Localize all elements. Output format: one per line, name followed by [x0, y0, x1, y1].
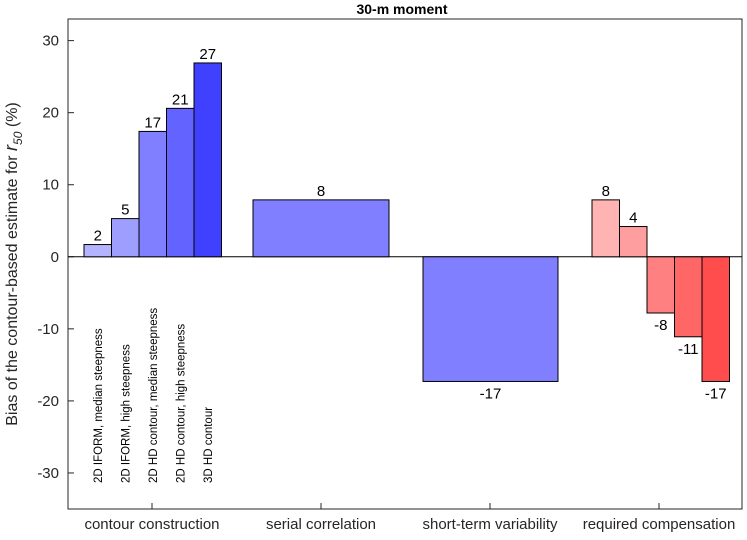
- bar: [138, 130, 167, 258]
- bar-value-label: 27: [199, 46, 216, 63]
- bar: [619, 226, 648, 258]
- bar-category-label: 2D HD contour, high steepness: [175, 324, 187, 483]
- bar: [193, 62, 222, 258]
- x-group-label: required compensation: [583, 516, 736, 533]
- bar: [166, 107, 195, 258]
- bar-category-label: 3D HD contour: [203, 407, 215, 483]
- bar-value-label: 8: [317, 183, 325, 200]
- bar-category-label: 2D IFORM, median steepness: [93, 328, 105, 483]
- bar: [646, 256, 675, 314]
- bar-value-label: 4: [629, 210, 637, 227]
- bar-value-label: 8: [602, 183, 610, 200]
- chart-title: 30-m moment: [356, 1, 447, 17]
- bar: [252, 199, 390, 258]
- plot-area: -30 -20 -10 0 10 20 30 2 2D IFORM, median steepn…: [1, 18, 743, 533]
- bar-value-label: 17: [144, 114, 161, 131]
- y-tick-label: -20: [37, 393, 59, 410]
- bar-value-label: -8: [654, 317, 667, 334]
- bar-value-label: 21: [172, 91, 189, 108]
- bar-value-label: 2: [94, 228, 102, 245]
- bar: [111, 218, 140, 258]
- y-axis-label-symbol: r: [1, 144, 21, 151]
- y-axis-label-subscript: 50: [11, 131, 25, 145]
- bar: [701, 256, 730, 382]
- bar-value-label: -11: [678, 341, 699, 358]
- y-tick-label: 20: [42, 105, 59, 122]
- y-tick-label: 0: [51, 249, 59, 266]
- bar-value-label: -17: [480, 385, 502, 402]
- bar-category-label: 2D IFORM, high steepness: [120, 344, 132, 483]
- y-tick-label: 30: [42, 33, 59, 50]
- y-axis-label-text: Bias of the contour-based estimate for: [4, 151, 21, 426]
- x-group-label: contour construction: [84, 516, 219, 533]
- y-axis-label: Bias of the contour-based estimate for r…: [1, 102, 25, 426]
- y-tick-label: -10: [37, 321, 59, 338]
- bar: [674, 256, 703, 338]
- bar: [591, 199, 620, 258]
- x-group-label: short-term variability: [422, 516, 558, 533]
- y-axis-label-unit: (%): [4, 102, 21, 131]
- y-tick-label: 10: [42, 177, 59, 194]
- bar: [422, 256, 559, 382]
- bar-value-label: -17: [705, 385, 727, 402]
- y-tick-label: -30: [37, 465, 59, 482]
- bar-value-label: 5: [121, 202, 129, 219]
- axes-box: [67, 18, 743, 510]
- x-group-label: serial correlation: [266, 516, 376, 533]
- bar-category-label: 2D HD contour, median steepness: [148, 308, 160, 483]
- bar: [83, 244, 112, 258]
